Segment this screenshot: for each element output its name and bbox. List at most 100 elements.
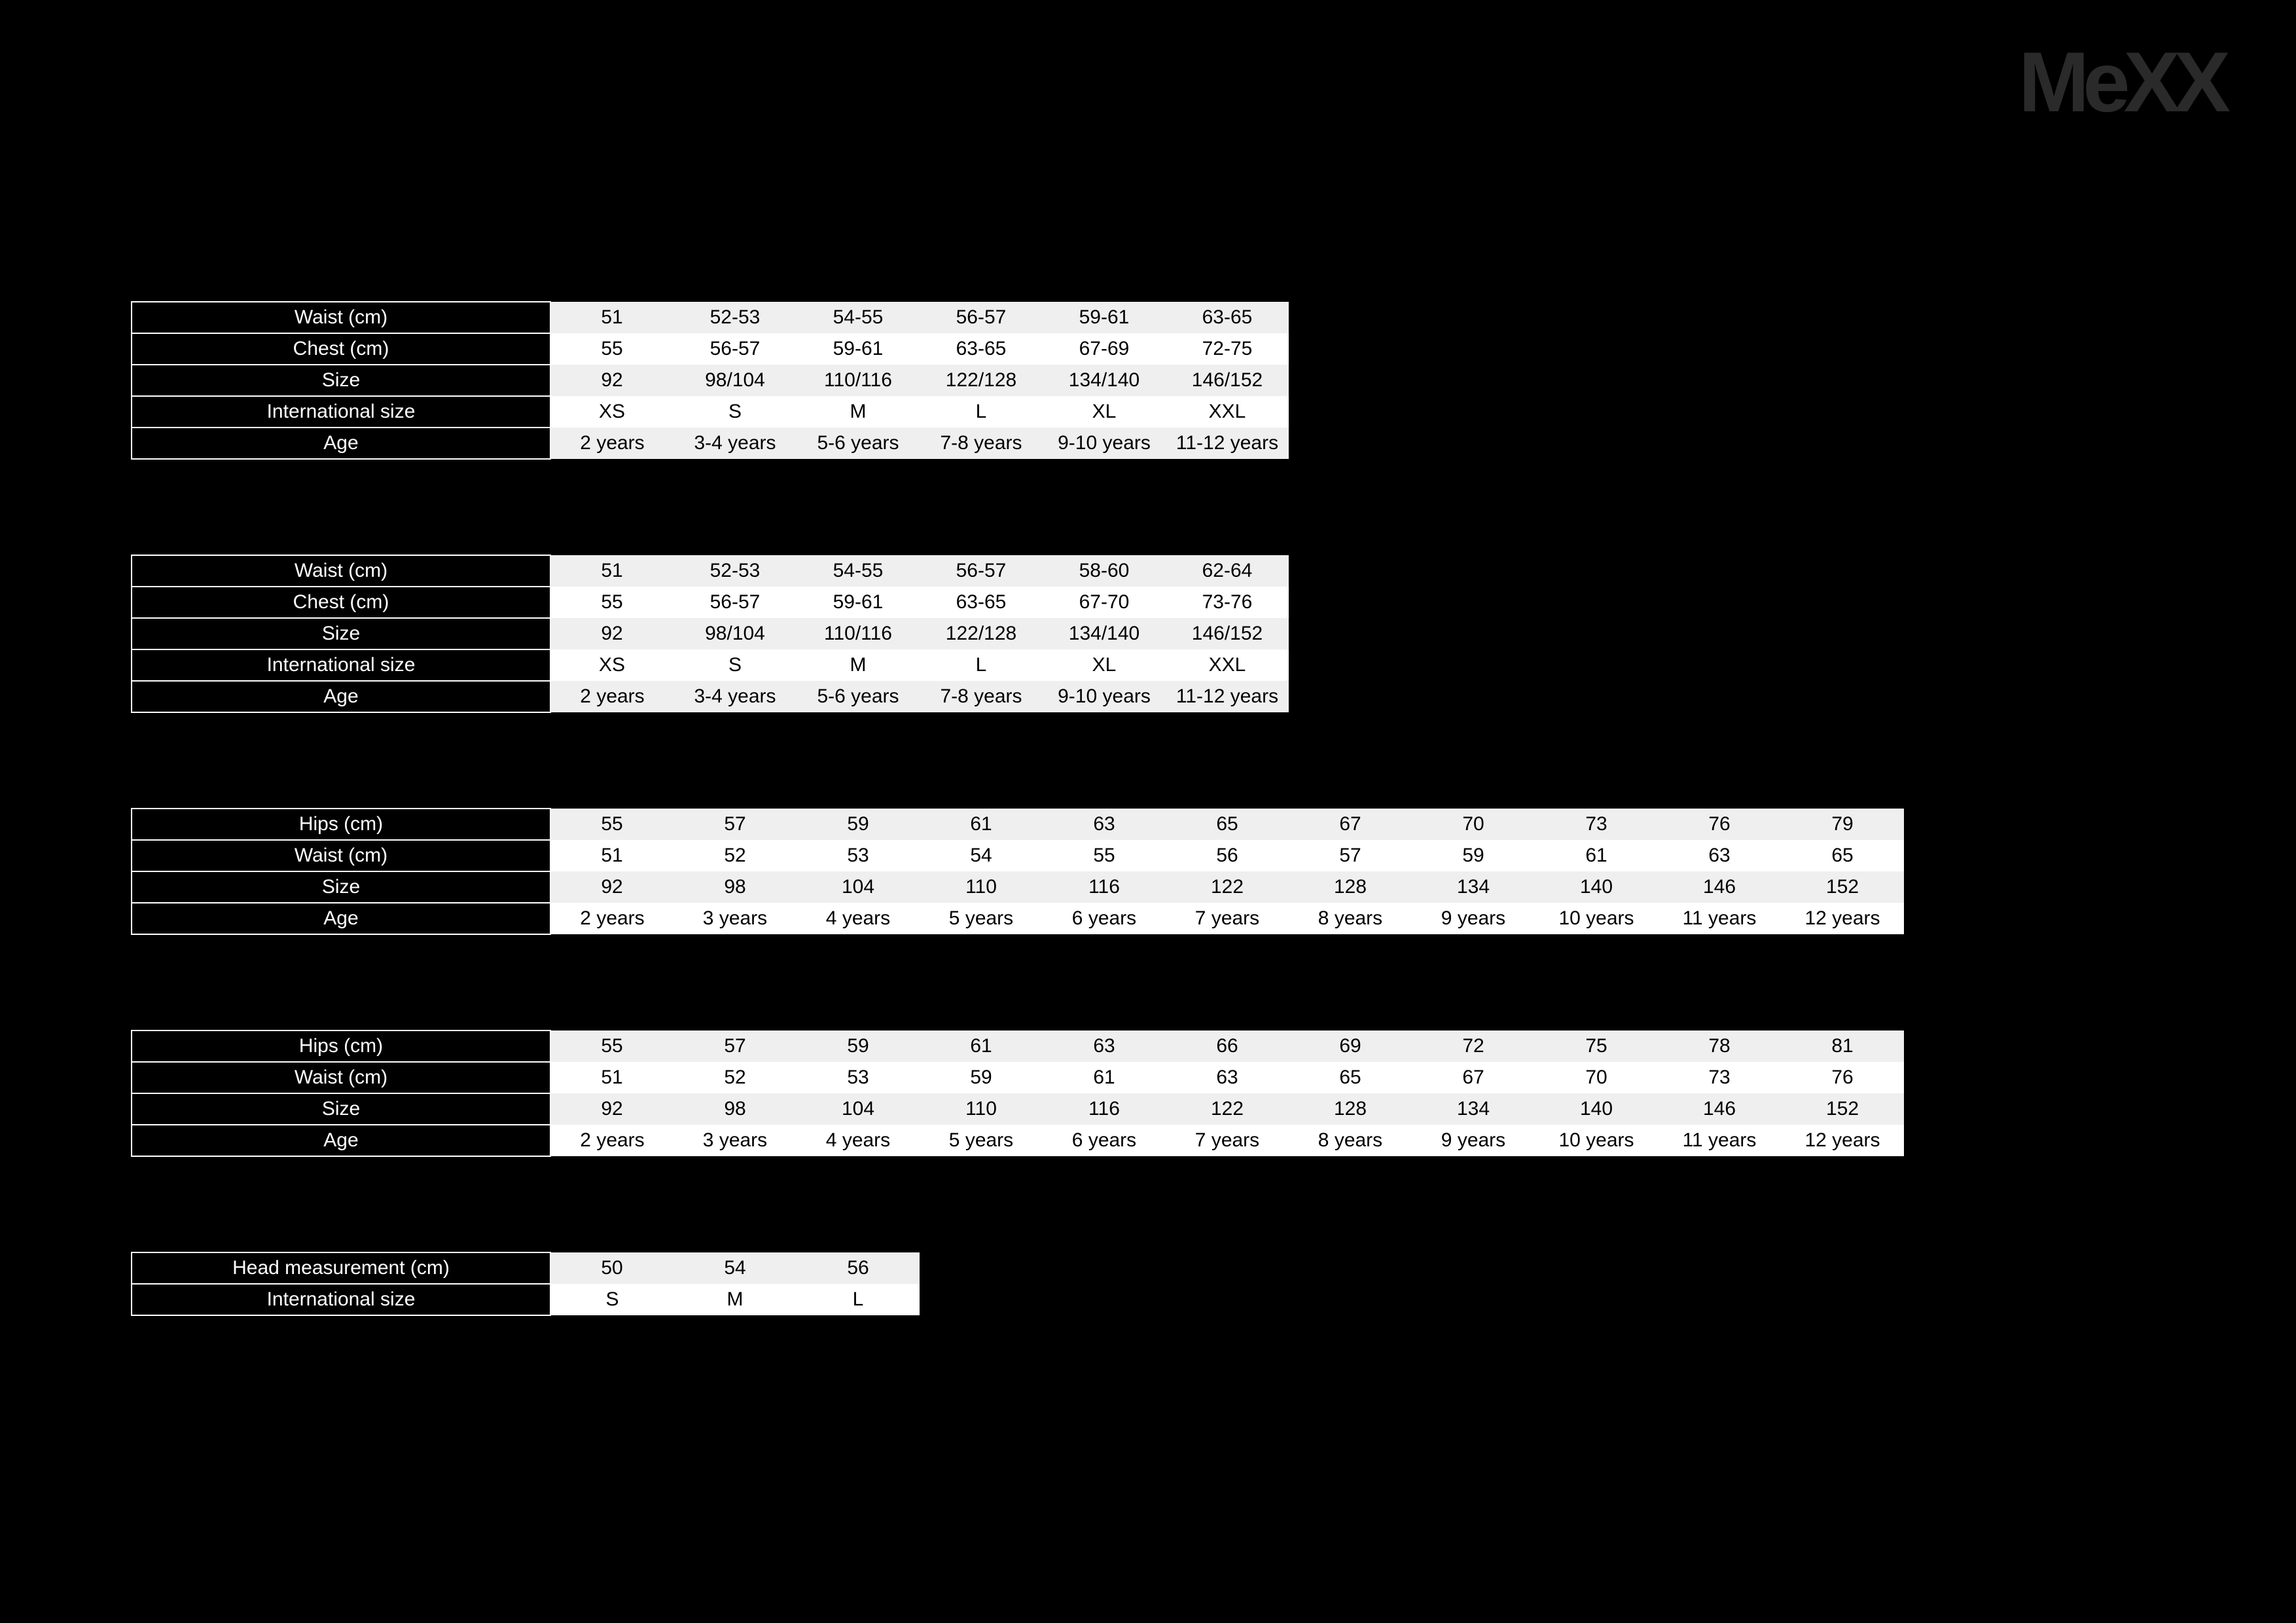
row-label: Waist (cm) <box>132 1062 550 1093</box>
data-cell: 7 years <box>1166 1125 1289 1156</box>
data-cell: 61 <box>1535 840 1658 871</box>
data-cell: 63-65 <box>920 587 1043 618</box>
data-cell: 59 <box>797 809 920 840</box>
data-cell: 61 <box>920 809 1043 840</box>
data-cell: 134/140 <box>1043 618 1166 649</box>
data-cell: 10 years <box>1535 903 1658 934</box>
data-cell: M <box>673 1284 797 1315</box>
data-cell: 134 <box>1412 1093 1535 1125</box>
row-label: Chest (cm) <box>132 333 550 365</box>
data-cell: M <box>797 396 920 428</box>
data-cell: 53 <box>797 1062 920 1093</box>
data-cell: 79 <box>1781 809 1904 840</box>
data-cell: 4 years <box>797 903 920 934</box>
row-label: International size <box>132 396 550 428</box>
data-cell: 7 years <box>1166 903 1289 934</box>
data-cell: 67 <box>1412 1062 1535 1093</box>
data-cell: 116 <box>1043 1093 1166 1125</box>
data-cell: 57 <box>673 1030 797 1062</box>
row-label: International size <box>132 649 550 681</box>
data-cell: 81 <box>1781 1030 1904 1062</box>
data-cell: 59 <box>1412 840 1535 871</box>
data-cell: 57 <box>1289 840 1412 871</box>
data-cell: S <box>673 396 797 428</box>
data-cell: 59-61 <box>797 333 920 365</box>
data-cell: 52-53 <box>673 302 797 333</box>
data-cell: 92 <box>550 618 673 649</box>
table-row: International sizeXSSMLXLXXL <box>132 396 1289 428</box>
data-cell: 55 <box>550 1030 673 1062</box>
data-cell: 56 <box>797 1252 920 1284</box>
data-cell: 65 <box>1289 1062 1412 1093</box>
data-cell: 146/152 <box>1166 618 1289 649</box>
data-cell: 63 <box>1658 840 1781 871</box>
data-cell: 11 years <box>1658 1125 1781 1156</box>
data-cell: 63-65 <box>1166 302 1289 333</box>
data-cell: XS <box>550 649 673 681</box>
row-label: Waist (cm) <box>132 302 550 333</box>
data-cell: 10 years <box>1535 1125 1658 1156</box>
data-cell: 70 <box>1535 1062 1658 1093</box>
data-cell: 72-75 <box>1166 333 1289 365</box>
table-row: Size9298104110116122128134140146152 <box>132 871 1904 903</box>
data-cell: 8 years <box>1289 903 1412 934</box>
row-label: Size <box>132 618 550 649</box>
data-cell: 92 <box>550 365 673 396</box>
size-table-1: Waist (cm)5152-5354-5556-5758-6062-64Che… <box>131 555 1289 713</box>
table-row: Waist (cm)5152-5354-5556-5759-6163-65 <box>132 302 1289 333</box>
data-cell: 92 <box>550 1093 673 1125</box>
data-cell: 50 <box>550 1252 673 1284</box>
table-row: Waist (cm)5152535455565759616365 <box>132 840 1904 871</box>
data-cell: XXL <box>1166 396 1289 428</box>
data-cell: 128 <box>1289 1093 1412 1125</box>
table-row: Size9298/104110/116122/128134/140146/152 <box>132 618 1289 649</box>
data-cell: 122/128 <box>920 365 1043 396</box>
data-cell: 52 <box>673 840 797 871</box>
data-cell: 67 <box>1289 809 1412 840</box>
data-cell: 72 <box>1412 1030 1535 1062</box>
data-cell: 98/104 <box>673 365 797 396</box>
data-cell: 2 years <box>550 681 673 712</box>
data-cell: 52-53 <box>673 555 797 587</box>
data-cell: XXL <box>1166 649 1289 681</box>
table-row: Age2 years3-4 years5-6 years7-8 years9-1… <box>132 428 1289 459</box>
data-cell: 146/152 <box>1166 365 1289 396</box>
data-cell: 7-8 years <box>920 681 1043 712</box>
data-cell: 122 <box>1166 1093 1289 1125</box>
table-row: Head measurement (cm)505456 <box>132 1252 920 1284</box>
table-row: Waist (cm)5152535961636567707376 <box>132 1062 1904 1093</box>
table-row: Chest (cm)5556-5759-6163-6567-7073-76 <box>132 587 1289 618</box>
data-cell: 56 <box>1166 840 1289 871</box>
data-cell: 3-4 years <box>673 681 797 712</box>
table-row: Hips (cm)5557596163656770737679 <box>132 809 1904 840</box>
data-cell: 73-76 <box>1166 587 1289 618</box>
data-cell: 11-12 years <box>1166 681 1289 712</box>
data-cell: 5-6 years <box>797 681 920 712</box>
data-cell: 3 years <box>673 903 797 934</box>
data-cell: 92 <box>550 871 673 903</box>
data-cell: S <box>550 1284 673 1315</box>
data-cell: 63-65 <box>920 333 1043 365</box>
data-cell: 6 years <box>1043 1125 1166 1156</box>
row-label: Age <box>132 428 550 459</box>
data-cell: 63 <box>1043 1030 1166 1062</box>
row-label: Age <box>132 903 550 934</box>
data-cell: XL <box>1043 649 1166 681</box>
data-cell: 9 years <box>1412 903 1535 934</box>
row-label: Chest (cm) <box>132 587 550 618</box>
data-cell: 104 <box>797 1093 920 1125</box>
data-cell: 146 <box>1658 871 1781 903</box>
data-cell: 3-4 years <box>673 428 797 459</box>
data-cell: 140 <box>1535 871 1658 903</box>
data-cell: 73 <box>1658 1062 1781 1093</box>
data-cell: 8 years <box>1289 1125 1412 1156</box>
data-cell: 63 <box>1043 809 1166 840</box>
tables-container: Waist (cm)5152-5354-5556-5759-6163-65Che… <box>131 301 1904 1411</box>
data-cell: 12 years <box>1781 903 1904 934</box>
size-table-4: Head measurement (cm)505456International… <box>131 1252 920 1316</box>
size-table-3: Hips (cm)5557596163666972757881Waist (cm… <box>131 1030 1904 1157</box>
data-cell: 65 <box>1166 809 1289 840</box>
row-label: Size <box>132 365 550 396</box>
data-cell: 152 <box>1781 1093 1904 1125</box>
data-cell: 11-12 years <box>1166 428 1289 459</box>
